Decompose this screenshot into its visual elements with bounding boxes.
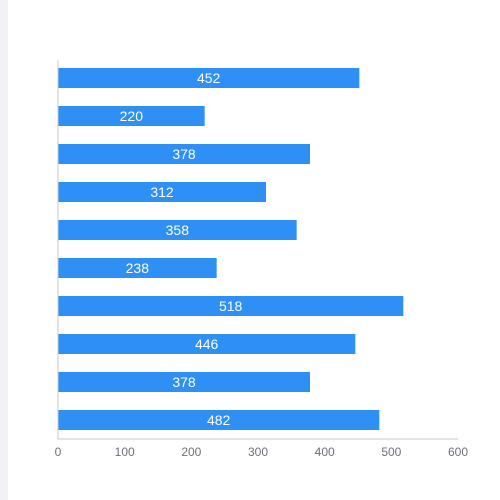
left-edge-strip [0,0,8,500]
bar-9[interactable] [58,372,310,392]
bar-3[interactable] [58,144,310,164]
axis-layer: 0 100 200 300 400 500 600 [55,60,468,459]
bar-value-label-6: 238 [126,260,150,276]
bar-value-label-5: 358 [166,222,190,238]
bar-8[interactable] [58,334,356,354]
bar-5[interactable] [58,220,297,240]
bar-value-label-3: 378 [172,146,196,162]
bar-1[interactable] [58,68,360,88]
bars-layer [58,68,404,430]
bar-labels-layer: 452 220 378 312 358 238 518 446 378 482 [120,70,243,428]
bar-10[interactable] [58,410,380,430]
bar-value-label-1: 452 [197,70,221,86]
x-tick-label-500: 500 [381,445,401,459]
bar-value-label-7: 518 [219,298,243,314]
bar-7[interactable] [58,296,404,316]
x-tick-label-400: 400 [315,445,335,459]
bar-value-label-2: 220 [120,108,144,124]
x-tick-label-300: 300 [248,445,268,459]
bar-4[interactable] [58,182,266,202]
bar-2[interactable] [58,106,205,126]
bar-value-label-8: 446 [195,336,219,352]
x-tick-label-100: 100 [115,445,135,459]
x-tick-label-600: 600 [448,445,468,459]
bar-value-label-10: 482 [207,412,231,428]
x-tick-label-200: 200 [181,445,201,459]
bar-value-label-9: 378 [172,374,196,390]
x-tick-label-0: 0 [55,445,62,459]
bar-value-label-4: 312 [150,184,174,200]
bar-6[interactable] [58,258,217,278]
